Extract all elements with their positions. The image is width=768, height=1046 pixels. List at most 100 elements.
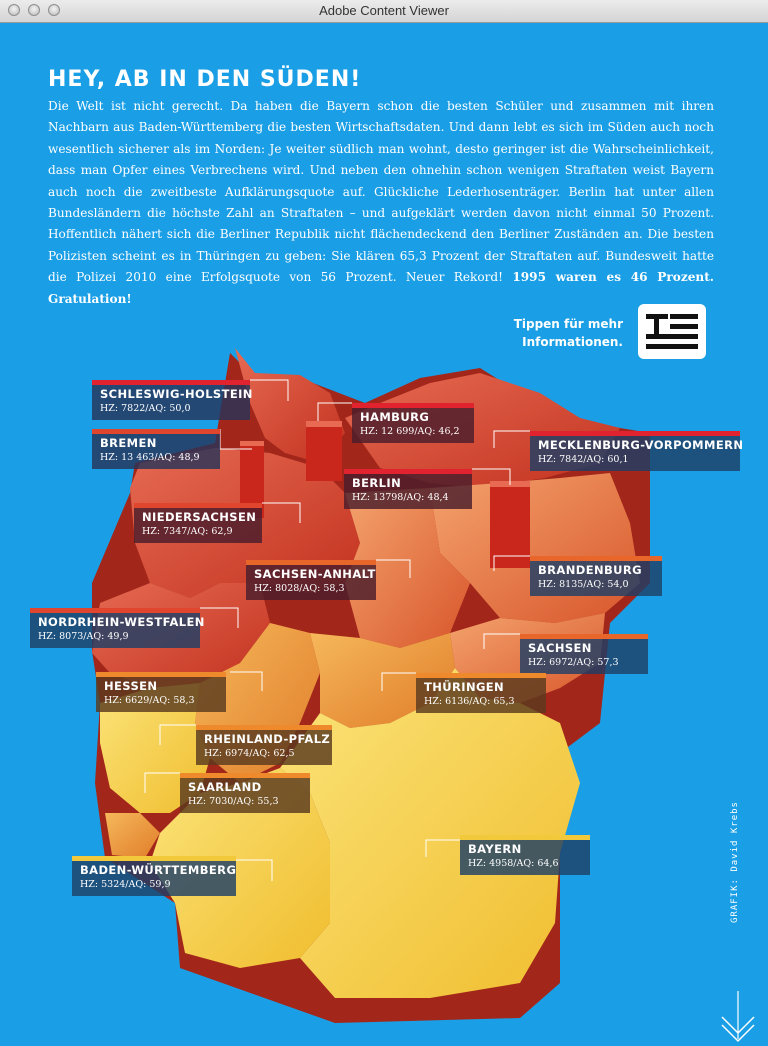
region-name: SACHSEN-ANHALT — [254, 567, 376, 581]
region-label-sachsen[interactable]: SACHSEN HZ: 6972/AQ: 57,3 — [520, 634, 648, 674]
region-label-bg — [92, 385, 250, 420]
region-label-brandenburg[interactable]: BRANDENBURG HZ: 8135/AQ: 54,0 — [530, 556, 662, 596]
region-stats: HZ: 6972/AQ: 57,3 — [528, 657, 619, 668]
region-label-bg — [352, 408, 474, 443]
region-stats: HZ: 7030/AQ: 55,3 — [188, 796, 279, 807]
region-label-sachsen-anhalt[interactable]: SACHSEN-ANHALT HZ: 8028/AQ: 58,3 — [246, 560, 376, 600]
region-name: THÜRINGEN — [424, 680, 505, 694]
region-stats: HZ: 7347/AQ: 62,9 — [142, 526, 233, 537]
region-label-bg — [72, 861, 236, 896]
city-state-bars — [240, 421, 530, 568]
region-label-nordrhein-westfalen[interactable]: NORDRHEIN-WESTFALEN HZ: 8073/AQ: 49,9 — [30, 608, 204, 648]
region-stats: HZ: 12 699/AQ: 46,2 — [360, 426, 460, 437]
info-hint: Tippen für mehr Informationen. — [473, 315, 623, 351]
region-label-saarland[interactable]: SAARLAND HZ: 7030/AQ: 55,3 — [180, 773, 310, 813]
region-label-hessen[interactable]: HESSEN HZ: 6629/AQ: 58,3 — [96, 672, 226, 712]
region-label-bg — [134, 508, 262, 543]
region-stats: HZ: 7822/AQ: 50,0 — [100, 403, 191, 414]
region-shape-baden-wuerttemberg[interactable] — [150, 768, 330, 968]
region-bar — [196, 725, 332, 730]
info-hint-line2: Informationen. — [522, 335, 623, 349]
region-label-bg — [530, 561, 662, 596]
region-label-bg — [246, 565, 376, 600]
region-bar — [180, 773, 310, 778]
region-label-bremen[interactable]: BREMEN HZ: 13 463/AQ: 48,9 — [92, 429, 220, 469]
region-label-schleswig-holstein[interactable]: SCHLESWIG-HOLSTEIN HZ: 7822/AQ: 50,0 — [92, 380, 253, 420]
chevron-down-icon — [721, 991, 755, 1043]
region-name: BREMEN — [100, 436, 157, 450]
region-shape-sachsen-anhalt[interactable] — [345, 488, 470, 648]
region-label-bg — [344, 474, 472, 509]
region-name: BAYERN — [468, 842, 522, 856]
region-bar — [246, 560, 376, 565]
region-label-bg — [460, 840, 590, 875]
region-bar — [344, 469, 472, 474]
window-titlebar: Adobe Content Viewer — [0, 0, 768, 23]
region-name: SACHSEN — [528, 641, 592, 655]
region-label-bg — [416, 678, 546, 713]
region-label-berlin[interactable]: BERLIN HZ: 13798/AQ: 48,4 — [344, 469, 472, 509]
region-bar — [460, 835, 590, 840]
region-stats: HZ: 13798/AQ: 48,4 — [352, 492, 449, 503]
region-bar — [72, 856, 236, 861]
region-stats: HZ: 8073/AQ: 49,9 — [38, 631, 129, 642]
region-label-hamburg[interactable]: HAMBURG HZ: 12 699/AQ: 46,2 — [352, 403, 474, 443]
region-stats: HZ: 8028/AQ: 58,3 — [254, 583, 345, 594]
region-name: BRANDENBURG — [538, 563, 642, 577]
region-label-bg — [30, 613, 200, 648]
region-name: NIEDERSACHSEN — [142, 510, 257, 524]
region-label-mecklenburg-vorpommern[interactable]: MECKLENBURG-VORPOMMERN HZ: 7842/AQ: 60,1 — [530, 431, 744, 471]
region-name: HAMBURG — [360, 410, 430, 424]
zoom-window-button[interactable] — [48, 4, 60, 16]
region-name: MECKLENBURG-VORPOMMERN — [538, 438, 744, 452]
article-headline: HEY, AB IN DEN SÜDEN! — [48, 67, 362, 92]
close-window-button[interactable] — [8, 4, 20, 16]
region-bar — [92, 429, 220, 434]
region-bar — [352, 403, 474, 408]
region-label-niedersachsen[interactable]: NIEDERSACHSEN HZ: 7347/AQ: 62,9 — [134, 503, 262, 543]
article-highlight: 1995 waren es 46 Prozent. Gratulation! — [48, 270, 714, 306]
connector-lines — [144, 379, 530, 881]
region-label-bg — [196, 730, 332, 765]
region-stats: HZ: 8135/AQ: 54,0 — [538, 579, 629, 590]
region-name: BADEN-WÜRTTEMBERG — [80, 863, 237, 877]
region-shape-saarland[interactable] — [105, 813, 160, 858]
region-label-bg — [92, 434, 220, 469]
region-stats: HZ: 6629/AQ: 58,3 — [104, 695, 195, 706]
region-name: NORDRHEIN-WESTFALEN — [38, 615, 205, 629]
text-lines-icon — [646, 314, 698, 349]
region-label-rheinland-pfalz[interactable]: RHEINLAND-PFALZ HZ: 6974/AQ: 62,5 — [196, 725, 332, 765]
window-title: Adobe Content Viewer — [319, 3, 449, 18]
info-button[interactable] — [638, 304, 706, 359]
scroll-down-arrow[interactable] — [718, 991, 758, 1043]
region-label-bg — [180, 778, 310, 813]
region-stats: HZ: 13 463/AQ: 48,9 — [100, 452, 200, 463]
region-stats: HZ: 7842/AQ: 60,1 — [538, 454, 629, 465]
region-bar — [520, 634, 648, 639]
region-shape-bayern[interactable] — [280, 668, 580, 998]
info-hint-line1: Tippen für mehr — [513, 317, 623, 331]
region-name: BERLIN — [352, 476, 402, 490]
region-label-thueringen[interactable]: THÜRINGEN HZ: 6136/AQ: 65,3 — [416, 673, 546, 713]
region-name: SAARLAND — [188, 780, 262, 794]
region-stats: HZ: 6974/AQ: 62,5 — [204, 748, 295, 759]
region-label-bg — [530, 436, 740, 471]
graphic-credit: GRAFIK: David Krebs — [730, 801, 744, 923]
region-name: RHEINLAND-PFALZ — [204, 732, 331, 746]
region-bar — [530, 556, 662, 561]
region-bar — [92, 380, 250, 385]
region-name: HESSEN — [104, 679, 158, 693]
region-label-bayern[interactable]: BAYERN HZ: 4958/AQ: 64,6 — [460, 835, 590, 875]
article-body-text: Die Welt ist nicht gerecht. Da haben die… — [48, 99, 714, 285]
region-name: SCHLESWIG-HOLSTEIN — [100, 387, 253, 401]
region-stats: HZ: 5324/AQ: 59,9 — [80, 879, 171, 890]
minimize-window-button[interactable] — [28, 4, 40, 16]
region-stats: HZ: 6136/AQ: 65,3 — [424, 696, 515, 707]
region-label-bg — [520, 639, 648, 674]
region-label-baden-wuerttemberg[interactable]: BADEN-WÜRTTEMBERG HZ: 5324/AQ: 59,9 — [72, 856, 236, 896]
region-stats: HZ: 4958/AQ: 64,6 — [468, 858, 559, 869]
region-bar — [96, 672, 226, 677]
region-label-bg — [96, 677, 226, 712]
article-body: Die Welt ist nicht gerecht. Da haben die… — [48, 96, 714, 310]
graphic-credit-text: GRAFIK: David Krebs — [730, 801, 740, 923]
